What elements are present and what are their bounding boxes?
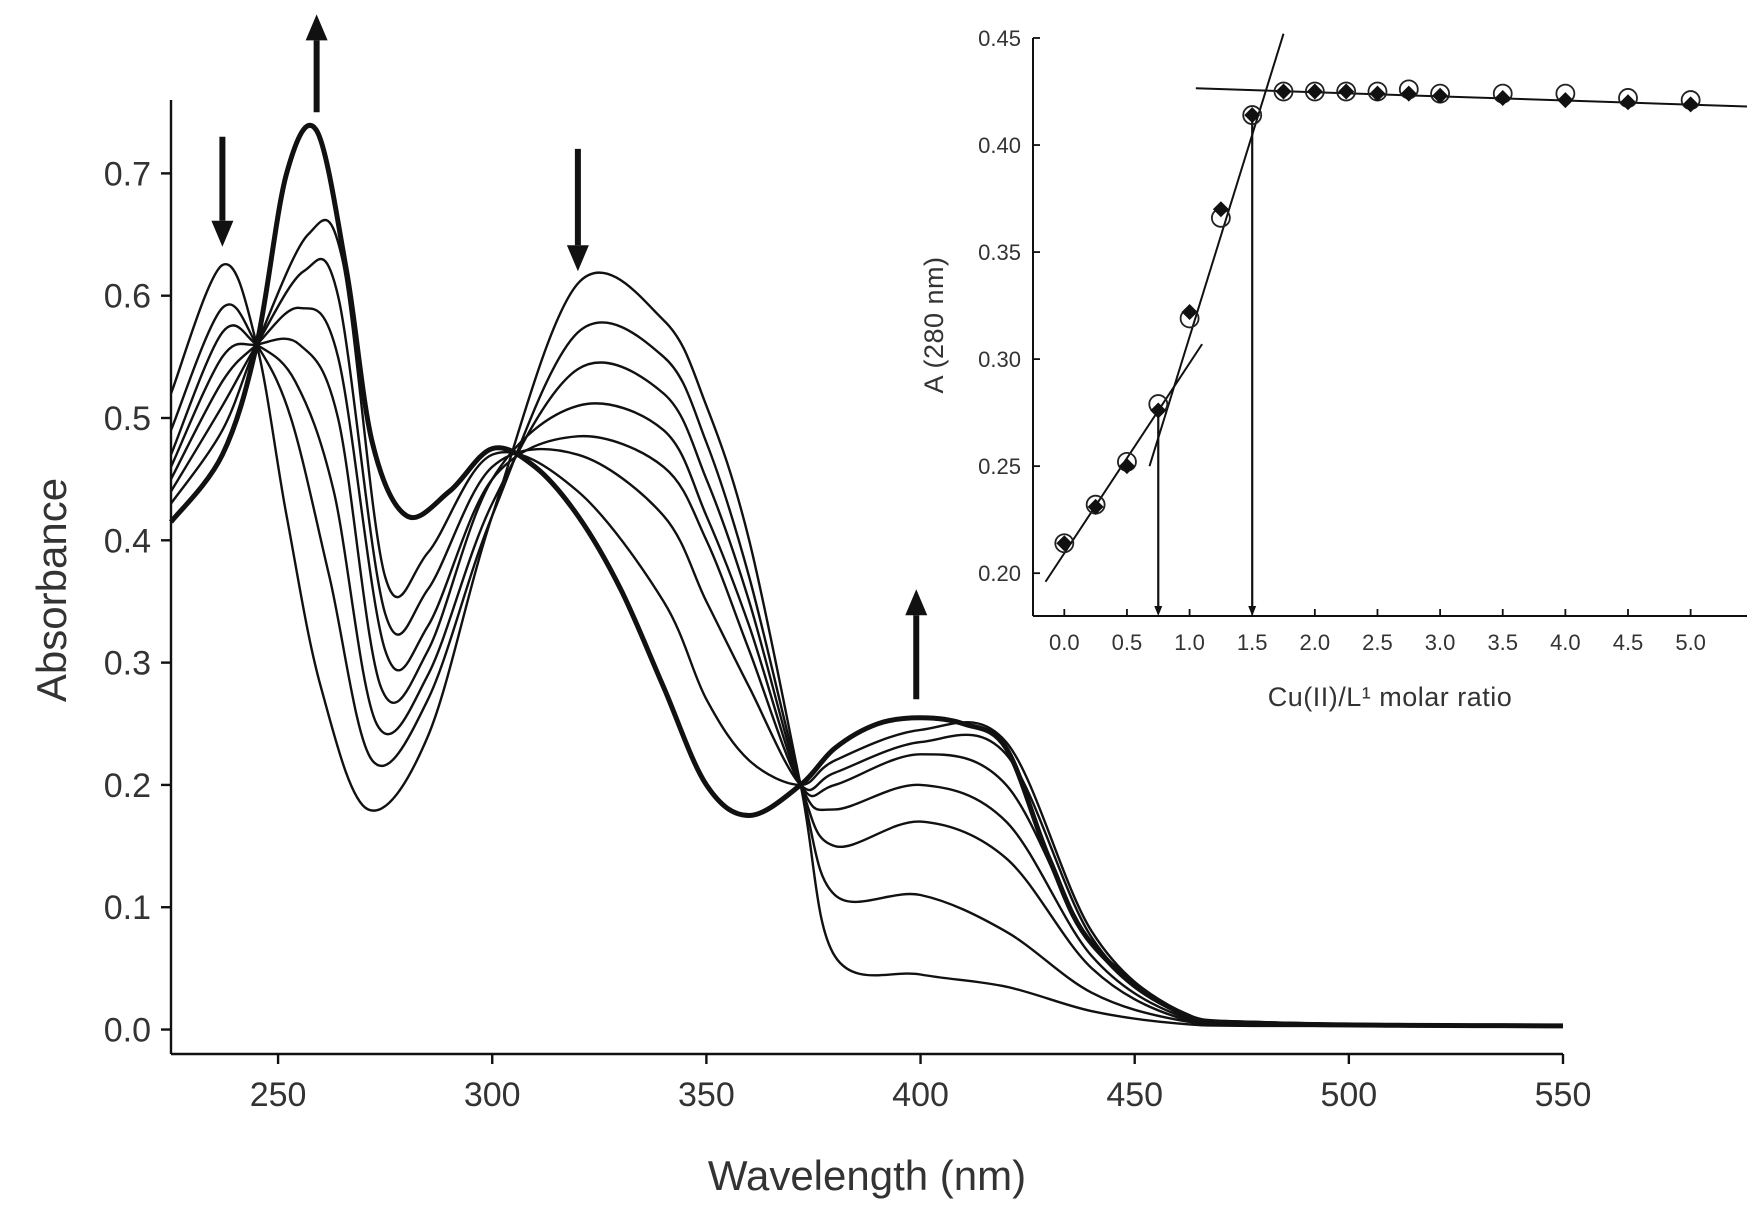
main-x-tick-label: 350 — [678, 1076, 735, 1114]
filled-diamond-point — [1087, 498, 1104, 515]
arrow-down-1 — [211, 136, 234, 247]
filled-diamond-point — [1118, 458, 1135, 475]
filled-diamond-point — [1682, 96, 1699, 113]
main-arrows — [211, 14, 928, 700]
spectrum-3 — [169, 324, 1564, 1028]
filled-diamond-point — [1056, 535, 1073, 552]
main-x-tick-label: 550 — [1535, 1076, 1592, 1114]
filled-diamond-point — [1432, 87, 1449, 104]
inset-x-tick-label: 5.0 — [1675, 630, 1706, 655]
main-y-tick-label: 0.6 — [104, 278, 151, 316]
main-x-tick-label: 300 — [464, 1076, 521, 1114]
main-y-tick-label: 0.5 — [104, 400, 151, 438]
spectrum-1 — [169, 263, 1564, 1028]
inset-y-tick-label: 0.20 — [978, 561, 1021, 586]
main-x-tick-label: 450 — [1106, 1076, 1163, 1114]
inset-x-ticks: 0.0 0.5 1.0 1.5 2.0 2.5 3.0 3.5 4.0 4.5 5.0 — [1049, 609, 1706, 655]
inset-y-axis-title: A (280 nm) — [919, 256, 949, 393]
filled-diamond-point — [1557, 92, 1574, 109]
inset-x-tick-label: 3.5 — [1487, 630, 1518, 655]
inset-y-tick-label: 0.40 — [978, 133, 1021, 158]
main-y-tick-label: 0.3 — [104, 645, 151, 683]
inset-chart: 0.0 0.5 1.0 1.5 2.0 2.5 3.0 3.5 4.0 4.5 5.0 0.200.… — [919, 26, 1748, 712]
inset-x-axis-title: Cu(II)/L¹ molar ratio — [1268, 682, 1513, 712]
open-circle-point — [1273, 81, 1294, 102]
open-circle-point — [1242, 105, 1263, 125]
arrow-down-3 — [566, 148, 589, 272]
main-y-tick-label: 0.1 — [104, 889, 151, 927]
spectrum-7 — [170, 218, 1564, 1028]
inset-x-tick-label: 2.5 — [1362, 630, 1393, 655]
filled-diamond-point — [1181, 304, 1198, 321]
inset-x-tick-label: 0.5 — [1112, 630, 1143, 655]
main-x-tick-label: 250 — [250, 1076, 307, 1114]
arrow-up-4 — [905, 589, 928, 700]
main-y-tick-label: 0.2 — [104, 767, 151, 805]
filled-diamond-point — [1150, 402, 1167, 419]
main-y-tick-label: 0.7 — [104, 155, 151, 193]
main-spectra — [169, 122, 1564, 1029]
inset-x-tick-label: 4.0 — [1550, 630, 1581, 655]
filled-diamond-point — [1494, 89, 1511, 106]
filled-diamond-point — [1275, 83, 1292, 100]
inset-x-tick-label: 2.0 — [1300, 630, 1331, 655]
inset-y-ticks: 0.20 0.25 0.30 0.35 0.40 0.45 — [978, 26, 1040, 586]
spectrum-final-overlay — [169, 122, 1564, 1029]
inset-x-tick-label: 3.0 — [1425, 630, 1456, 655]
inset-y-tick-label: 0.25 — [978, 454, 1021, 479]
open-circle-point — [1054, 533, 1075, 554]
inset-points — [1054, 79, 1701, 554]
filled-diamond-point — [1369, 85, 1386, 102]
open-circle-point — [1336, 81, 1357, 102]
main-y-tick-label: 0.0 — [104, 1012, 151, 1050]
main-y-axis-title: Absorbance — [28, 478, 75, 702]
inset-y-tick-label: 0.35 — [978, 240, 1021, 265]
inset-x-tick-label: 4.5 — [1613, 630, 1644, 655]
main-y-tick-label: 0.4 — [104, 522, 151, 560]
inset-y-tick-label: 0.45 — [978, 26, 1021, 51]
spectrum-2 — [169, 303, 1564, 1028]
arrow-up-2 — [305, 14, 328, 113]
main-x-tick-label: 500 — [1320, 1076, 1377, 1114]
filled-diamond-point — [1244, 107, 1261, 124]
equivalence-0.75 — [1154, 410, 1163, 616]
main-chart: 250 300 350 400 450 500 550 0.0 0.1 0.2 0.3 0.4 0.5… — [28, 14, 1591, 1199]
spectrum-4 — [169, 337, 1564, 1028]
filled-diamond-point — [1338, 83, 1355, 100]
steep-slope-fit — [1148, 33, 1285, 467]
filled-diamond-point — [1306, 83, 1323, 100]
inset-drop-lines — [1154, 115, 1257, 616]
inset-x-tick-label: 1.0 — [1174, 630, 1205, 655]
open-circle-point — [1304, 81, 1325, 102]
main-x-tick-label: 400 — [892, 1076, 949, 1114]
inset-y-tick-label: 0.30 — [978, 347, 1021, 372]
main-x-axis-title: Wavelength (nm) — [708, 1152, 1026, 1199]
filled-diamond-point — [1620, 94, 1636, 111]
filled-diamond-point — [1400, 85, 1417, 102]
inset-x-tick-label: 0.0 — [1049, 630, 1080, 655]
main-y-ticks: 0.0 0.1 0.2 0.3 0.4 0.5 0.6 0.7 — [104, 155, 171, 1050]
filled-diamond-point — [1212, 201, 1229, 218]
main-x-ticks: 250 300 350 400 450 500 550 — [250, 1054, 1592, 1114]
inset-x-tick-label: 1.5 — [1237, 630, 1268, 655]
